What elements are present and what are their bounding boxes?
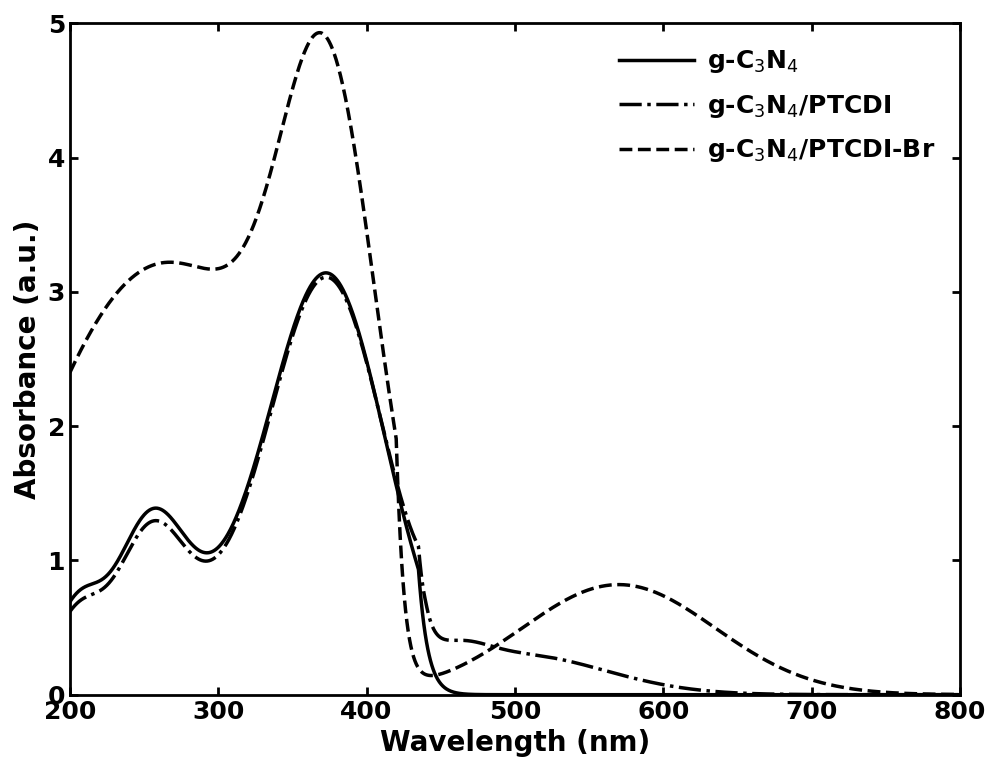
g-C$_3$N$_4$ [109,561,121,570]
Legend: g-C$_3$N$_4$, g-C$_3$N$_4$/PTCDI, g-C$_3$N$_4$/PTCDI-Br: g-C$_3$N$_4$, g-C$_3$N$_4$/PTCDI, g-C$_3… [607,36,947,177]
g-C$_3$N$_4$/PTCDI-Br [497,636,509,645]
g-C$_3$N$_4$/PTCDI-Br [929,689,941,699]
g-C$_3$N$_4$ [928,690,940,699]
g-C$_3$N$_4$ [64,598,76,607]
g-C$_3$N$_4$/PTCDI [765,689,777,699]
g-C$_3$N$_4$ [765,690,777,699]
Line: g-C$_3$N$_4$/PTCDI: g-C$_3$N$_4$/PTCDI [70,277,960,695]
g-C$_3$N$_4$ [497,690,509,699]
g-C$_3$N$_4$/PTCDI [928,690,940,699]
g-C$_3$N$_4$/PTCDI [954,690,966,699]
g-C$_3$N$_4$/PTCDI-Br [64,368,76,377]
g-C$_3$N$_4$/PTCDI [497,645,509,654]
g-C$_3$N$_4$/PTCDI-Br [473,651,485,661]
g-C$_3$N$_4$/PTCDI [473,638,485,648]
g-C$_3$N$_4$/PTCDI-Br [765,658,777,668]
g-C$_3$N$_4$/PTCDI-Br [928,689,940,699]
Line: g-C$_3$N$_4$: g-C$_3$N$_4$ [70,273,960,695]
Line: g-C$_3$N$_4$/PTCDI-Br: g-C$_3$N$_4$/PTCDI-Br [70,32,960,695]
g-C$_3$N$_4$/PTCDI [109,570,121,579]
g-C$_3$N$_4$ [473,690,485,699]
g-C$_3$N$_4$/PTCDI [929,690,941,699]
X-axis label: Wavelength (nm): Wavelength (nm) [380,729,650,757]
g-C$_3$N$_4$ [320,268,332,278]
g-C$_3$N$_4$ [954,690,966,699]
Y-axis label: Absorbance (a.u.): Absorbance (a.u.) [14,220,42,499]
g-C$_3$N$_4$/PTCDI-Br [314,28,326,37]
g-C$_3$N$_4$/PTCDI-Br [109,291,121,300]
g-C$_3$N$_4$/PTCDI [64,607,76,616]
g-C$_3$N$_4$ [929,690,941,699]
g-C$_3$N$_4$/PTCDI-Br [954,690,966,699]
g-C$_3$N$_4$/PTCDI [320,272,332,281]
